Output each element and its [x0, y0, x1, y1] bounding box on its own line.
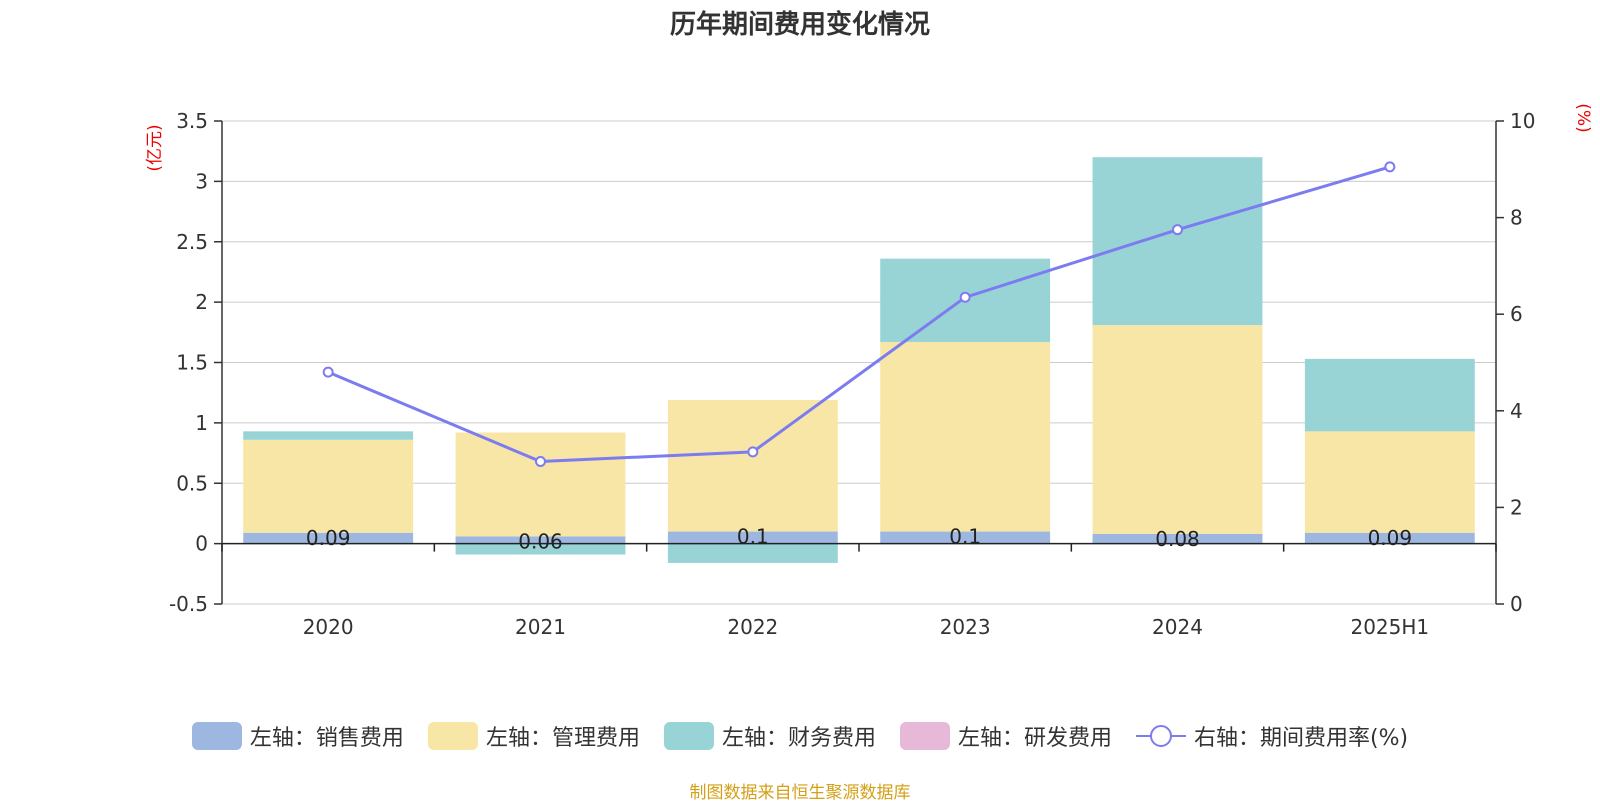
legend-item[interactable]: 左轴：管理费用 — [427, 720, 640, 752]
right-axis-tick-label: 4 — [1510, 399, 1523, 423]
grid-lines — [222, 120, 1496, 605]
legend-label: 左轴：研发费用 — [957, 726, 1112, 751]
x-axis-tick-label: 2025H1 — [1350, 615, 1429, 639]
bar-segment — [455, 432, 626, 537]
legend-label: 左轴：管理费用 — [485, 726, 640, 751]
bar-segment — [1304, 532, 1475, 544]
bar-segment — [1092, 325, 1263, 534]
left-axis-tick-label: 1.5 — [176, 351, 208, 375]
legend-swatch — [663, 722, 714, 750]
left-axis-tick-label: -0.5 — [169, 592, 208, 616]
rate-line-point — [1384, 161, 1396, 173]
legend-line-marker-icon — [1135, 722, 1186, 750]
legend-swatch — [427, 722, 478, 750]
legend-item[interactable]: 左轴：销售费用 — [191, 720, 404, 752]
bar-data-label: 0.09 — [306, 526, 351, 550]
chart-title: 历年期间费用变化情况 — [669, 10, 930, 40]
bar-data-label: 0.06 — [518, 529, 563, 553]
left-axis-tick-label: 0.5 — [176, 471, 208, 495]
legend-item[interactable]: 左轴：财务费用 — [663, 720, 876, 752]
bar-segment — [1304, 358, 1475, 432]
bar-data-label: 0.08 — [1155, 527, 1200, 551]
legend-label: 左轴：财务费用 — [721, 726, 876, 751]
bar-segment — [243, 532, 414, 544]
legend-item[interactable]: 右轴：期间费用率(%) — [1135, 720, 1409, 752]
rate-line-point — [747, 446, 759, 458]
rate-line-point — [959, 291, 971, 303]
legend-label: 左轴：销售费用 — [249, 726, 404, 751]
left-axis-tick-label: 2.5 — [176, 230, 208, 254]
bar-segment — [667, 531, 838, 544]
bar-segment — [243, 431, 414, 440]
bar-data-label: 0.1 — [949, 525, 981, 549]
legend: 左轴：销售费用 左轴：管理费用 左轴：财务费用 左轴：研发费用 右轴：期间费用率(%) — [0, 720, 1600, 752]
left-axis-tick-label: 0 — [195, 532, 208, 556]
bar-data-label: 0.09 — [1368, 526, 1413, 550]
right-axis-tick-label: 0 — [1510, 592, 1523, 616]
legend-swatch — [191, 722, 242, 750]
left-axis-unit: (亿元) — [145, 124, 165, 171]
right-axis-unit: (%) — [1573, 103, 1593, 132]
bar-segment — [455, 543, 626, 555]
bar-segment — [243, 439, 414, 533]
right-axis-tick-label: 2 — [1510, 495, 1523, 519]
bar-segment — [1304, 431, 1475, 533]
legend-label: 右轴：期间费用率(%) — [1193, 726, 1409, 751]
x-axis-tick-label: 2022 — [727, 615, 778, 639]
x-axis-tick-label: 2020 — [303, 615, 354, 639]
legend-swatch — [899, 722, 950, 750]
bars — [243, 157, 1475, 563]
bar-segment — [455, 536, 626, 544]
x-axis-tick-label: 2023 — [940, 615, 991, 639]
source-note: 制图数据来自恒生聚源数据库 — [689, 783, 911, 803]
rate-line-path — [327, 165, 1391, 464]
x-axis-tick-label: 2024 — [1152, 615, 1203, 639]
bar-segment — [667, 399, 838, 532]
rate-line-point — [1172, 224, 1183, 236]
left-axis-tick-label: 2 — [195, 290, 208, 314]
rate-line — [322, 161, 1396, 468]
bar-segment — [667, 543, 838, 563]
bar-segment — [880, 341, 1051, 532]
left-axis-tick-label: 1 — [195, 411, 208, 435]
bar-segment — [1092, 157, 1263, 326]
labels: 0.09 2020 0.06 2021 0.1 2022 0.1 2023 0.08 2024 0.… — [303, 525, 1429, 639]
left-axis-tick-label: 3.5 — [176, 109, 208, 133]
right-axis-tick-label: 8 — [1510, 206, 1523, 230]
rate-line-point — [535, 456, 546, 468]
left-axis-tick-label: 3 — [195, 169, 208, 193]
bar-segment — [880, 531, 1051, 544]
right-axis-tick-label: 10 — [1510, 109, 1535, 133]
bar-data-label: 0.1 — [737, 525, 769, 549]
x-axis-tick-label: 2021 — [515, 615, 566, 639]
chart-plot-area: -0.5 0 0.5 1 1.5 2 2.5 3 3.5 0 2 4 6 8 10 0.09 2020 0.06… — [145, 103, 1593, 639]
bar-segment — [1092, 533, 1263, 544]
axes: -0.5 0 0.5 1 1.5 2 2.5 3 3.5 0 2 4 6 8 10 — [169, 109, 1535, 616]
right-axis-tick-label: 6 — [1510, 302, 1523, 326]
rate-line-point — [322, 366, 334, 378]
legend-item[interactable]: 左轴：研发费用 — [899, 720, 1112, 752]
